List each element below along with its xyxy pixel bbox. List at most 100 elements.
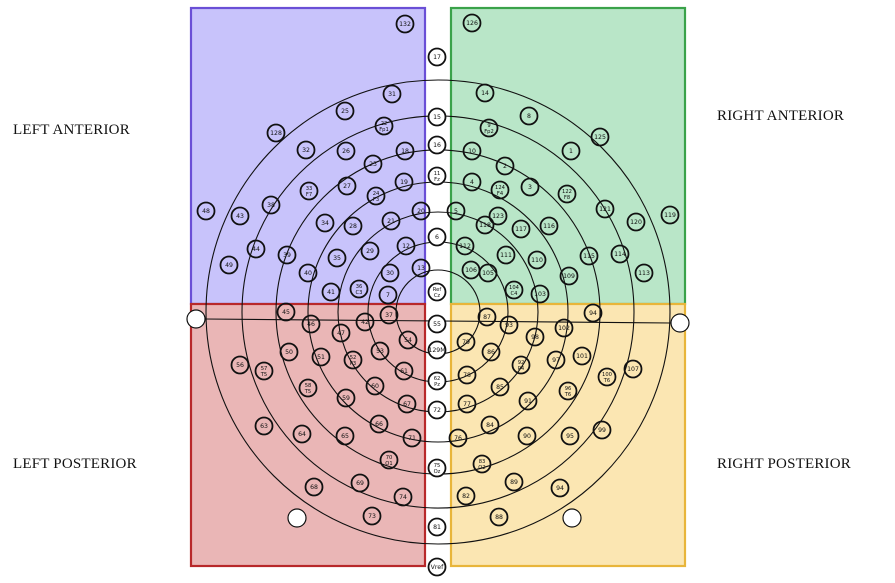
electrode-label: 83 (479, 459, 486, 465)
electrode-label: 98 (531, 334, 539, 341)
electrode-right_anterior: 103 (530, 284, 550, 304)
electrode-label: 81 (433, 524, 441, 531)
electrode-midline: 15 (427, 107, 447, 127)
electrode-label: Pz (434, 382, 440, 388)
electrode-right_anterior: 121 (595, 199, 615, 219)
electrode-label: 77 (463, 401, 471, 408)
electrode-label: 92 (518, 360, 525, 366)
electrode-left_anterior: 44 (246, 239, 266, 259)
electrode-left_posterior: 65 (335, 426, 355, 446)
electrode-label: 104 (509, 285, 520, 291)
electrode-label: 36 (356, 284, 363, 290)
electrode-right_posterior: 101 (572, 346, 592, 366)
electrode-label: 9 (487, 123, 490, 129)
electrode-right_anterior: 123 (488, 206, 508, 226)
electrode-left_posterior: 47 (331, 323, 351, 343)
electrode-label: 18 (401, 148, 409, 155)
electrode-left_anterior: 29 (360, 241, 380, 261)
electrode-label: 24 (373, 191, 380, 197)
electrode-label: 55 (433, 321, 441, 328)
right-anterior-label: RIGHT ANTERIOR (717, 108, 845, 124)
electrode-label: 87 (483, 314, 491, 321)
electrode-label: 86 (487, 349, 495, 356)
electrode-midline: 17 (427, 47, 447, 67)
electrode-right_anterior: 118 (475, 215, 495, 235)
electrode-label: Cz (434, 293, 441, 299)
electrode-label: 113 (638, 270, 650, 277)
electrode-left_posterior: 53 (370, 341, 390, 361)
electrode-label: 129M (428, 347, 445, 354)
electrode-midline: 129M (427, 340, 447, 360)
electrode-label: 33 (306, 186, 313, 192)
electrode-right_anterior: 126 (462, 13, 482, 33)
electrode-right_anterior: 5 (446, 201, 466, 221)
electrode-label: 17 (433, 54, 441, 61)
electrode-right_posterior: 84 (480, 415, 500, 435)
electrode-label: 111 (500, 252, 512, 259)
electrode-label: 97 (552, 357, 560, 364)
electrode-label: 47 (337, 330, 345, 337)
electrode-label: Ref (433, 287, 442, 293)
left-anterior-quadrant (189, 6, 427, 306)
electrode-left_anterior: 31 (382, 84, 402, 104)
electrode-left_anterior: 21 (381, 211, 401, 231)
electrode-label: 72 (433, 407, 441, 414)
electrode-right_posterior: 89 (504, 472, 524, 492)
electrode-left_anterior: 39 (277, 245, 297, 265)
electrode-label: 122 (562, 189, 572, 195)
electrode-label: 49 (225, 262, 233, 269)
electrode-label: 102 (558, 325, 570, 332)
electrode-label: 60 (371, 383, 379, 390)
electrode-label: 120 (630, 219, 642, 226)
electrode-label: Vref (431, 564, 444, 571)
electrode-left_anterior: 23 (363, 154, 383, 174)
electrode-left_anterior: 38 (261, 195, 281, 215)
electrode-midline: Vref (427, 557, 447, 577)
electrode-right_anterior: 111 (496, 245, 516, 265)
electrode-label: 118 (479, 222, 491, 229)
electrode-right_anterior: 119 (660, 205, 680, 225)
electrode-label: 5 (454, 208, 458, 215)
electrode-right_anterior: 112 (455, 236, 475, 256)
electrode-right_posterior: 82 (456, 486, 476, 506)
electrode-right_posterior: 94 (583, 303, 603, 323)
electrode-label: 50 (285, 349, 293, 356)
electrode-label: 32 (302, 147, 310, 154)
electrode-left_posterior: 67 (397, 394, 417, 414)
right-mastoid-marker (562, 508, 582, 528)
electrode-left_posterior: 71 (402, 428, 422, 448)
electrode-left_posterior: 64 (292, 424, 312, 444)
electrode-left_posterior: 56 (230, 355, 250, 375)
electrode-label: 114 (614, 251, 626, 258)
electrode-label: 56 (236, 362, 244, 369)
electrode-right_posterior: 77 (457, 394, 477, 414)
electrode-right_anterior: 2 (495, 156, 515, 176)
electrode-label: 25 (341, 108, 349, 115)
electrode-label: 64 (298, 431, 306, 438)
electrode-label: 46 (307, 321, 315, 328)
electrode-left_posterior: 73 (362, 506, 382, 526)
electrode-left_posterior: 50 (279, 342, 299, 362)
electrode-label: Fp2 (484, 129, 494, 135)
electrode-right_anterior: 110 (527, 250, 547, 270)
electrode-right_anterior: 115 (579, 246, 599, 266)
head-arc (205, 79, 671, 545)
electrode-label: 59 (342, 395, 350, 402)
left-anterior-label: LEFT ANTERIOR (13, 122, 130, 138)
electrode-midline: 16 (427, 135, 447, 155)
electrode-label: 93 (505, 322, 513, 329)
left-posterior-quadrant (189, 302, 427, 568)
electrode-label: T6 (564, 392, 571, 398)
electrode-label: 123 (492, 213, 504, 220)
electrode-label: 94 (556, 485, 564, 492)
electrode-label: 40 (304, 270, 312, 277)
